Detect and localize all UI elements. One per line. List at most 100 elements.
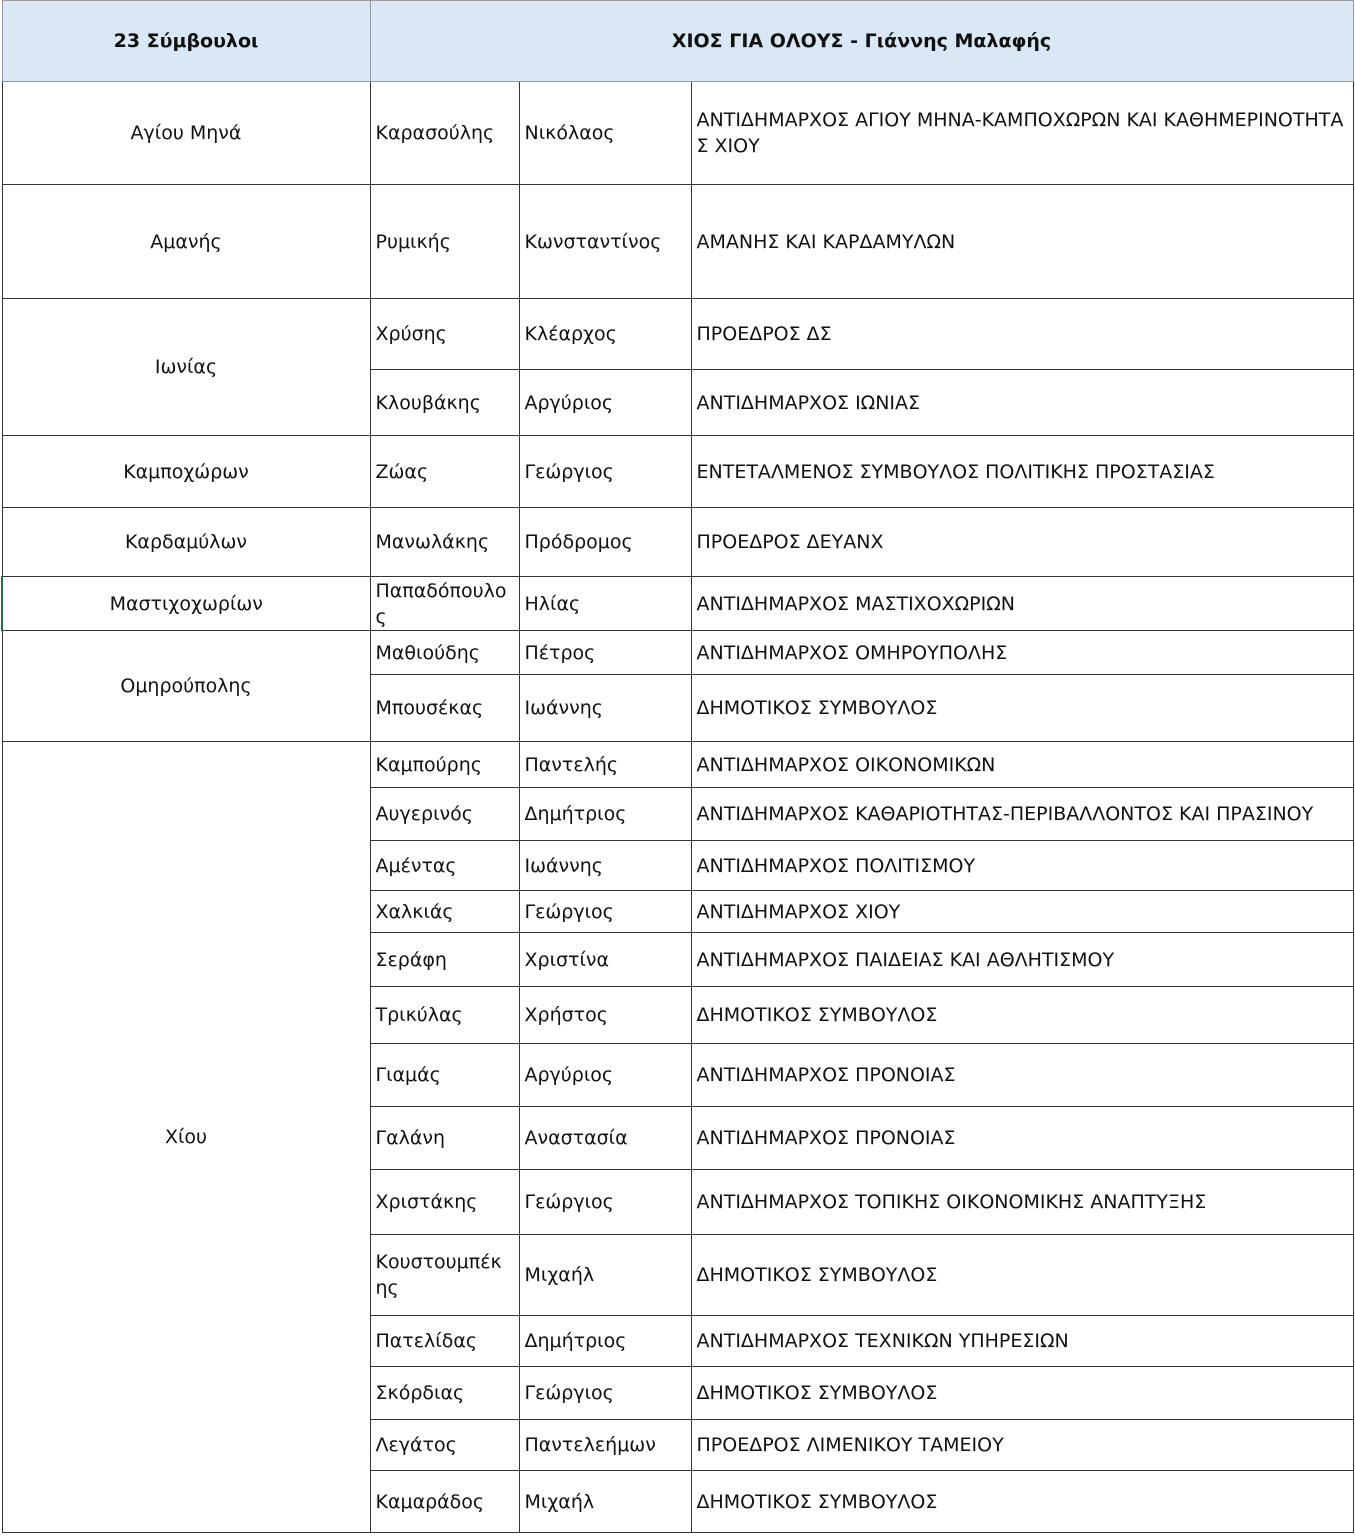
table-row: Σεράφη Χριστίνα ΑΝΤΙΔΗΜΑΡΧΟΣ ΠΑΙΔΕΙΑΣ ΚΑΙ …	[2, 932, 1354, 987]
name-cell: Αναστασία	[518, 1106, 692, 1170]
name-cell: Αργύριος	[518, 369, 692, 436]
name-cell: Πέτρος	[518, 630, 692, 675]
surname-cell: Λεγάτος	[369, 1419, 520, 1471]
surname-cell: Χρύσης	[369, 298, 520, 370]
role-cell: ΔΗΜΟΤΙΚΟΣ ΣΥΜΒΟΥΛΟΣ	[690, 1470, 1354, 1533]
role-cell: ΠΡΟΕΔΡΟΣ ΛΙΜΕΝΙΚΟΥ ΤΑΜΕΙΟΥ	[690, 1419, 1354, 1471]
surname-cell: Κλουβάκης	[369, 369, 520, 436]
table-row: Λεγάτος Παντελεήμων ΠΡΟΕΔΡΟΣ ΛΙΜΕΝΙΚΟΥ ΤΑΜ…	[2, 1419, 1354, 1471]
name-cell: Αργύριος	[518, 1043, 692, 1107]
name-cell: Παντελής	[518, 741, 692, 788]
area-cell: Καμποχώρων	[1, 435, 371, 508]
name-cell: Γεώργιος	[518, 1169, 692, 1235]
surname-cell: Καμπούρης	[369, 741, 520, 788]
surname-cell: Σκόρδιας	[369, 1366, 520, 1420]
name-cell: Γεώργιος	[518, 890, 692, 933]
role-cell: ΑΝΤΙΔΗΜΑΡΧΟΣ ΤΟΠΙΚΗΣ ΟΙΚΟΝΟΜΙΚΗΣ ΑΝΑΠΤΥΞ…	[690, 1169, 1354, 1235]
name-cell: Μιχαήλ	[518, 1234, 692, 1316]
table-row: Καμποχώρων Ζώας Γεώργιος ΕΝΤΕΤΑΛΜΕΝΟΣ ΣΥΜΒΟ…	[1, 435, 1354, 508]
table-row: Κλουβάκης Αργύριος ΑΝΤΙΔΗΜΑΡΧΟΣ ΙΩΝΙΑΣ	[2, 369, 1354, 436]
name-cell: Δημήτριος	[518, 1315, 692, 1367]
surname-cell: Τρικύλας	[369, 986, 520, 1044]
surname-cell: Πατελίδας	[369, 1315, 520, 1367]
role-cell: ΑΝΤΙΔΗΜΑΡΧΟΣ ΤΕΧΝΙΚΩΝ ΥΠΗΡΕΣΙΩΝ	[690, 1315, 1354, 1367]
surname-cell: Κουστουμπέκης	[369, 1234, 520, 1316]
header-party: ΧΙΟΣ ΓΙΑ ΟΛΟΥΣ - Γιάννης Μαλαφής	[369, 0, 1354, 82]
name-cell: Ηλίας	[518, 576, 692, 631]
table-row: Πατελίδας Δημήτριος ΑΝΤΙΔΗΜΑΡΧΟΣ ΤΕΧΝΙΚΩΝ …	[2, 1315, 1354, 1367]
surname-cell: Καμαράδος	[369, 1470, 520, 1533]
role-cell: ΔΗΜΟΤΙΚΟΣ ΣΥΜΒΟΥΛΟΣ	[690, 1366, 1354, 1420]
role-cell: ΑΝΤΙΔΗΜΑΡΧΟΣ ΙΩΝΙΑΣ	[690, 369, 1354, 436]
name-cell: Κωνσταντίνος	[518, 184, 692, 299]
name-cell: Χριστίνα	[518, 932, 692, 987]
table-row: Αγίου Μηνά Καρασούλης Νικόλαος ΑΝΤΙΔΗΜΑΡΧΟΣ…	[1, 81, 1354, 185]
table-row: Κουστουμπέκης Μιχαήλ ΔΗΜΟΤΙΚΟΣ ΣΥΜΒΟΥΛΟΣ	[2, 1234, 1354, 1316]
role-cell: ΑΝΤΙΔΗΜΑΡΧΟΣ ΧΙΟΥ	[690, 890, 1354, 933]
role-cell: ΑΝΤΙΔΗΜΑΡΧΟΣ ΟΙΚΟΝΟΜΙΚΩΝ	[690, 741, 1354, 788]
surname-cell: Αυγερινός	[369, 787, 520, 841]
name-cell: Ιωάννης	[518, 840, 692, 891]
name-cell: Χρήστος	[518, 986, 692, 1044]
header-count: 23 Σύμβουλοι	[1, 0, 371, 82]
role-cell: ΑΝΤΙΔΗΜΑΡΧΟΣ ΟΜΗΡΟΥΠΟΛΗΣ	[690, 630, 1354, 675]
surname-cell: Παπαδόπουλος	[369, 576, 520, 631]
role-cell: ΠΡΟΕΔΡΟΣ ΔΕΥΑΝΧ	[690, 507, 1354, 577]
role-cell: ΑΝΤΙΔΗΜΑΡΧΟΣ ΠΡΟΝΟΙΑΣ	[690, 1043, 1354, 1107]
surname-cell: Χριστάκης	[369, 1169, 520, 1235]
table-row: Καρδαμύλων Μανωλάκης Πρόδρομος ΠΡΟΕΔΡΟΣ ΔΕΥ…	[1, 507, 1354, 577]
table-row: Χίου Καμπούρης Παντελής ΑΝΤΙΔΗΜΑΡΧΟΣ ΟΙΚΟΝΟ…	[1, 741, 1354, 1533]
table-row: Μπουσέκας Ιωάννης ΔΗΜΟΤΙΚΟΣ ΣΥΜΒΟΥΛΟΣ	[2, 674, 1354, 742]
surname-cell: Ρυμικής	[369, 184, 520, 299]
area-cell: Χίου	[1, 741, 371, 1533]
name-cell: Δημήτριος	[518, 787, 692, 841]
surname-cell: Μπουσέκας	[369, 674, 520, 742]
table-row: Χαλκιάς Γεώργιος ΑΝΤΙΔΗΜΑΡΧΟΣ ΧΙΟΥ	[2, 890, 1354, 933]
name-cell: Πρόδρομος	[518, 507, 692, 577]
area-cell: Αγίου Μηνά	[1, 81, 371, 185]
table-row: Αμανής Ρυμικής Κωνσταντίνος ΑΜΑΝΗΣ ΚΑΙ ΚΑΡΔ…	[1, 184, 1354, 299]
role-cell: ΠΡΟΕΔΡΟΣ ΔΣ	[690, 298, 1354, 370]
role-cell: ΑΝΤΙΔΗΜΑΡΧΟΣ ΚΑΘΑΡΙΟΤΗΤΑΣ-ΠΕΡΙΒΑΛΛΟΝΤΟΣ …	[690, 787, 1354, 841]
role-cell: ΑΝΤΙΔΗΜΑΡΧΟΣ ΠΑΙΔΕΙΑΣ ΚΑΙ ΑΘΛΗΤΙΣΜΟΥ	[690, 932, 1354, 987]
surname-cell: Καρασούλης	[369, 81, 520, 185]
area-cell: Μαστιχοχωρίων	[1, 576, 371, 631]
table-row: Γαλάνη Αναστασία ΑΝΤΙΔΗΜΑΡΧΟΣ ΠΡΟΝΟΙΑΣ	[2, 1106, 1354, 1170]
table-row: Αυγερινός Δημήτριος ΑΝΤΙΔΗΜΑΡΧΟΣ ΚΑΘΑΡΙΟΤΗ…	[2, 787, 1354, 841]
table-row: Ομηρούπολης Μαθιούδης Πέτρος ΑΝΤΙΔΗΜΑΡΧΟΣ Ο…	[1, 630, 1354, 742]
surname-cell: Ζώας	[369, 435, 520, 508]
surname-cell: Μαθιούδης	[369, 630, 520, 675]
surname-cell: Γαλάνη	[369, 1106, 520, 1170]
role-cell: ΑΜΑΝΗΣ ΚΑΙ ΚΑΡΔΑΜΥΛΩΝ	[690, 184, 1354, 299]
area-cell: Αμανής	[1, 184, 371, 299]
surname-cell: Χαλκιάς	[369, 890, 520, 933]
table-row: Μαστιχοχωρίων Παπαδόπουλος Ηλίας ΑΝΤΙΔΗΜΑΡΧ…	[1, 576, 1354, 631]
role-cell: ΔΗΜΟΤΙΚΟΣ ΣΥΜΒΟΥΛΟΣ	[690, 674, 1354, 742]
table-row: Ιωνίας Χρύσης Κλέαρχος ΠΡΟΕΔΡΟΣ ΔΣ	[1, 298, 1354, 436]
role-cell: ΑΝΤΙΔΗΜΑΡΧΟΣ ΠΟΛΙΤΙΣΜΟΥ	[690, 840, 1354, 891]
role-cell: ΕΝΤΕΤΑΛΜΕΝΟΣ ΣΥΜΒΟΥΛΟΣ ΠΟΛΙΤΙΚΗΣ ΠΡΟΣΤΑΣ…	[690, 435, 1354, 508]
name-cell: Παντελεήμων	[518, 1419, 692, 1471]
area-cell: Ομηρούπολης	[1, 630, 371, 742]
role-cell: ΑΝΤΙΔΗΜΑΡΧΟΣ ΠΡΟΝΟΙΑΣ	[690, 1106, 1354, 1170]
table-row: Χριστάκης Γεώργιος ΑΝΤΙΔΗΜΑΡΧΟΣ ΤΟΠΙΚΗΣ ΟΙ…	[2, 1169, 1354, 1235]
surname-cell: Σεράφη	[369, 932, 520, 987]
name-cell: Γεώργιος	[518, 1366, 692, 1420]
surname-cell: Μανωλάκης	[369, 507, 520, 577]
role-cell: ΔΗΜΟΤΙΚΟΣ ΣΥΜΒΟΥΛΟΣ	[690, 986, 1354, 1044]
role-cell: ΑΝΤΙΔΗΜΑΡΧΟΣ ΑΓΙΟΥ ΜΗΝΑ-ΚΑΜΠΟΧΩΡΩΝ ΚΑΙ Κ…	[690, 81, 1354, 185]
name-cell: Γεώργιος	[518, 435, 692, 508]
table-row: Τρικύλας Χρήστος ΔΗΜΟΤΙΚΟΣ ΣΥΜΒΟΥΛΟΣ	[2, 986, 1354, 1044]
table-row: Γιαμάς Αργύριος ΑΝΤΙΔΗΜΑΡΧΟΣ ΠΡΟΝΟΙΑΣ	[2, 1043, 1354, 1107]
table-row: Αμέντας Ιωάννης ΑΝΤΙΔΗΜΑΡΧΟΣ ΠΟΛΙΤΙΣΜΟΥ	[2, 840, 1354, 891]
role-cell: ΑΝΤΙΔΗΜΑΡΧΟΣ ΜΑΣΤΙΧΟΧΩΡΙΩΝ	[690, 576, 1354, 631]
name-cell: Κλέαρχος	[518, 298, 692, 370]
area-cell: Ιωνίας	[1, 298, 371, 436]
name-cell: Ιωάννης	[518, 674, 692, 742]
role-cell: ΔΗΜΟΤΙΚΟΣ ΣΥΜΒΟΥΛΟΣ	[690, 1234, 1354, 1316]
header-row: 23 Σύμβουλοι ΧΙΟΣ ΓΙΑ ΟΛΟΥΣ - Γιάννης Μα…	[1, 0, 1354, 82]
area-cell: Καρδαμύλων	[1, 507, 371, 577]
surname-cell: Γιαμάς	[369, 1043, 520, 1107]
surname-cell: Αμέντας	[369, 840, 520, 891]
